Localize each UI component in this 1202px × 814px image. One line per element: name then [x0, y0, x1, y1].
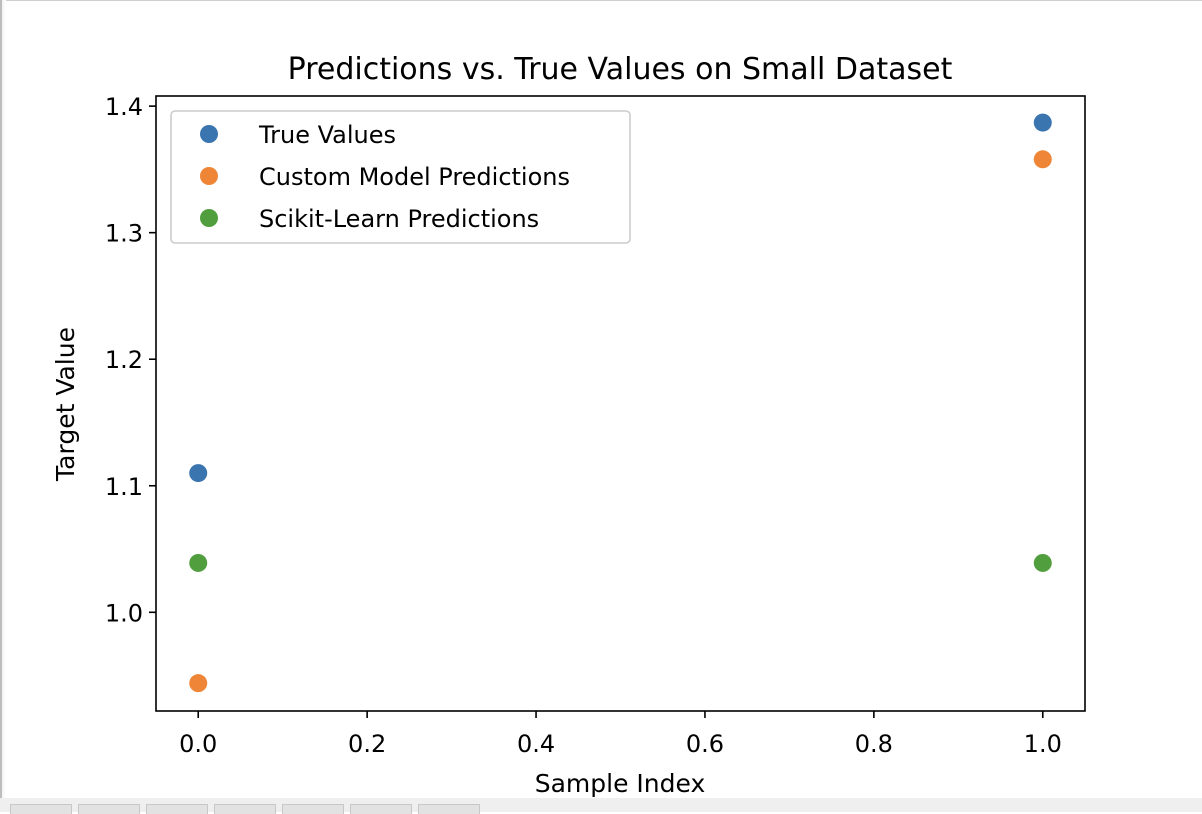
x-tick-label: 0.4 — [517, 730, 555, 758]
data-point — [1033, 113, 1052, 132]
x-tick-label: 0.8 — [855, 730, 893, 758]
legend-label: Scikit-Learn Predictions — [259, 205, 539, 233]
legend-label: True Values — [258, 121, 396, 149]
data-point — [189, 464, 208, 483]
x-tick-label: 0.2 — [348, 730, 386, 758]
y-tick-label: 1.3 — [105, 220, 143, 248]
data-point — [1033, 150, 1052, 169]
legend: True Values Custom Model Predictions Sciki… — [170, 110, 631, 244]
tab-stub[interactable] — [10, 804, 72, 814]
data-point — [189, 553, 208, 572]
data-point — [189, 674, 208, 693]
chart-title: Predictions vs. True Values on Small Dat… — [288, 52, 953, 87]
tab-stub[interactable] — [146, 804, 208, 814]
y-tick-label: 1.0 — [105, 599, 143, 627]
y-axis-label: Target Value — [51, 327, 80, 482]
legend-marker — [200, 209, 218, 227]
tab-stub[interactable] — [418, 804, 480, 814]
legend-label: Custom Model Predictions — [259, 163, 570, 191]
x-tick-label: 0.6 — [686, 730, 724, 758]
legend-box — [170, 110, 631, 244]
tab-stub[interactable] — [350, 804, 412, 814]
data-point — [1033, 553, 1052, 572]
x-axis-label: Sample Index — [535, 769, 706, 798]
x-tick-label: 1.0 — [1024, 730, 1062, 758]
legend-marker — [200, 167, 218, 185]
tab-stub[interactable] — [78, 804, 140, 814]
plot-area-frame — [155, 95, 1086, 712]
legend-marker — [200, 125, 218, 143]
bottom-tab-strip — [0, 798, 1202, 814]
tab-stub[interactable] — [282, 804, 344, 814]
tab-stub[interactable] — [214, 804, 276, 814]
y-tick-label: 1.2 — [105, 346, 143, 374]
y-tick-label: 1.1 — [105, 473, 143, 501]
x-tick-label: 0.0 — [179, 730, 217, 758]
window-left-edge — [0, 0, 6, 812]
y-tick-label: 1.4 — [105, 93, 143, 121]
